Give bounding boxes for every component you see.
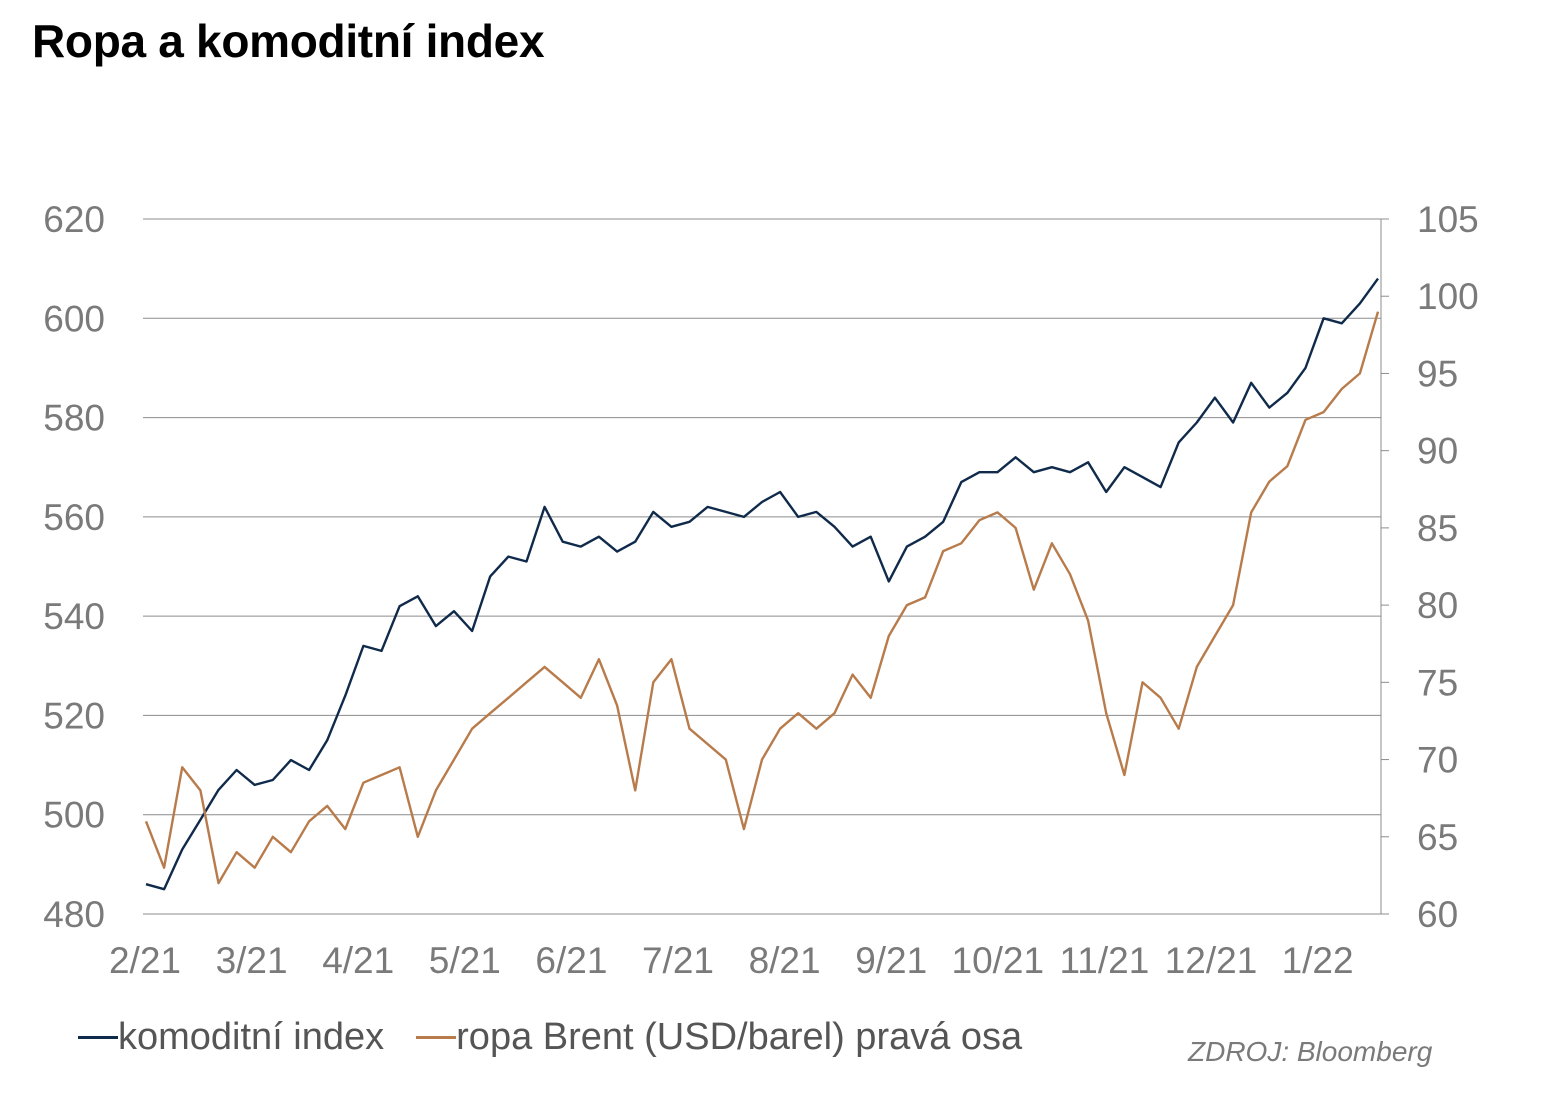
- x-tick-label: 11/21: [1059, 940, 1149, 981]
- chart-title: Ropa a komoditní index: [32, 15, 545, 67]
- right-tick-label: 80: [1417, 585, 1458, 626]
- legend: komoditní index ropa Brent (USD/barel) p…: [78, 1012, 1022, 1062]
- left-tick-label: 620: [43, 199, 105, 240]
- right-tick-label: 90: [1417, 431, 1458, 472]
- x-tick-label: 3/21: [216, 940, 288, 981]
- brent-line: [144, 311, 1380, 885]
- legend-label-index: komoditní index: [118, 1015, 385, 1058]
- right-axis-ticks: 60 65 70 75 80 85 90 95 100 105: [1417, 199, 1479, 935]
- x-tick-label: 4/21: [322, 940, 394, 981]
- x-tick-label: 9/21: [855, 940, 927, 981]
- left-tick-label: 520: [43, 695, 105, 736]
- left-tick-label: 500: [43, 795, 105, 836]
- x-tick-label: 2/21: [109, 940, 181, 981]
- right-tick-label: 85: [1417, 508, 1458, 549]
- x-tick-label: 6/21: [535, 940, 607, 981]
- axes: [1380, 218, 1389, 915]
- left-tick-label: 580: [43, 398, 105, 439]
- right-tick-label: 70: [1417, 740, 1458, 781]
- x-tick-label: 8/21: [749, 940, 821, 981]
- x-tick-label: 5/21: [429, 940, 501, 981]
- right-tick-label: 65: [1417, 817, 1458, 858]
- right-tick-label: 60: [1417, 894, 1458, 935]
- x-tick-label: 1/22: [1282, 940, 1354, 981]
- gridlines: [143, 218, 1381, 915]
- legend-swatch-brent: [416, 1035, 457, 1039]
- x-tick-label: 10/21: [952, 940, 1045, 981]
- left-tick-label: 540: [43, 596, 105, 637]
- series-lines: [144, 277, 1380, 891]
- x-tick-label: 12/21: [1165, 940, 1258, 981]
- right-tick-label: 105: [1417, 199, 1479, 240]
- source-note: ZDROJ: Bloomberg: [1188, 1036, 1433, 1067]
- x-tick-label: 7/21: [642, 940, 714, 981]
- left-tick-label: 560: [43, 497, 105, 538]
- x-axis-ticks: 2/21 3/21 4/21 5/21 6/21 7/21 8/21 9/21 10/21 11/…: [109, 940, 1354, 981]
- right-tick-label: 95: [1417, 353, 1458, 394]
- legend-swatch-index: [78, 1035, 118, 1039]
- legend-label-brent: ropa Brent (USD/barel) pravá osa: [456, 1015, 1023, 1058]
- legend-item-index: komoditní index: [78, 1016, 384, 1059]
- komoditni-index-line: [145, 277, 1379, 891]
- right-tick-label: 100: [1417, 276, 1479, 317]
- left-tick-label: 480: [43, 894, 105, 935]
- right-tick-label: 75: [1417, 662, 1458, 703]
- left-axis-ticks: 480 500 520 540 560 580 600 620: [43, 199, 105, 935]
- legend-item-brent: ropa Brent (USD/barel) pravá osa: [416, 1016, 1022, 1059]
- left-tick-label: 600: [43, 298, 105, 339]
